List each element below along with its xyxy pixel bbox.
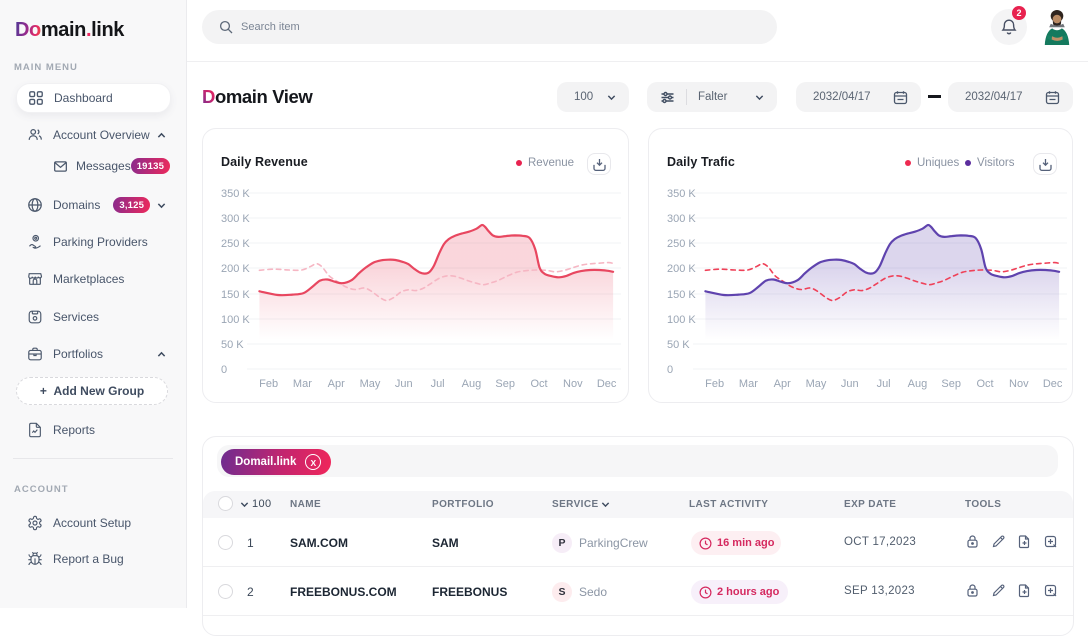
svg-text:150 K: 150 K bbox=[667, 289, 696, 301]
svg-text:50 K: 50 K bbox=[221, 339, 244, 351]
svg-text:Nov: Nov bbox=[563, 378, 583, 390]
svg-text:Apr: Apr bbox=[774, 378, 791, 390]
svg-text:200 K: 200 K bbox=[667, 263, 696, 275]
svg-text:200 K: 200 K bbox=[221, 263, 250, 275]
svg-text:May: May bbox=[806, 378, 827, 390]
svg-text:Aug: Aug bbox=[908, 378, 928, 390]
svg-text:Jul: Jul bbox=[877, 378, 891, 390]
svg-text:Jul: Jul bbox=[431, 378, 445, 390]
svg-text:Dec: Dec bbox=[597, 378, 617, 390]
svg-text:Oct: Oct bbox=[976, 378, 993, 390]
svg-text:Nov: Nov bbox=[1009, 378, 1029, 390]
svg-text:Jun: Jun bbox=[841, 378, 859, 390]
svg-text:Feb: Feb bbox=[705, 378, 724, 390]
svg-text:Apr: Apr bbox=[328, 378, 345, 390]
svg-text:Feb: Feb bbox=[259, 378, 278, 390]
svg-text:250 K: 250 K bbox=[667, 238, 696, 250]
svg-text:0: 0 bbox=[667, 364, 673, 376]
svg-text:350 K: 350 K bbox=[667, 188, 696, 200]
svg-text:Sep: Sep bbox=[495, 378, 515, 390]
svg-text:150 K: 150 K bbox=[221, 289, 250, 301]
svg-text:50 K: 50 K bbox=[667, 339, 690, 351]
svg-text:300 K: 300 K bbox=[221, 213, 250, 225]
svg-text:Mar: Mar bbox=[293, 378, 312, 390]
svg-text:Mar: Mar bbox=[739, 378, 758, 390]
svg-text:300 K: 300 K bbox=[667, 213, 696, 225]
svg-text:Dec: Dec bbox=[1043, 378, 1063, 390]
svg-text:0: 0 bbox=[221, 364, 227, 376]
svg-text:May: May bbox=[360, 378, 381, 390]
svg-text:Sep: Sep bbox=[941, 378, 961, 390]
svg-text:Aug: Aug bbox=[462, 378, 482, 390]
svg-text:250 K: 250 K bbox=[221, 238, 250, 250]
svg-text:100 K: 100 K bbox=[221, 314, 250, 326]
svg-text:100 K: 100 K bbox=[667, 314, 696, 326]
svg-text:Oct: Oct bbox=[530, 378, 547, 390]
svg-text:350 K: 350 K bbox=[221, 188, 250, 200]
svg-text:Jun: Jun bbox=[395, 378, 413, 390]
